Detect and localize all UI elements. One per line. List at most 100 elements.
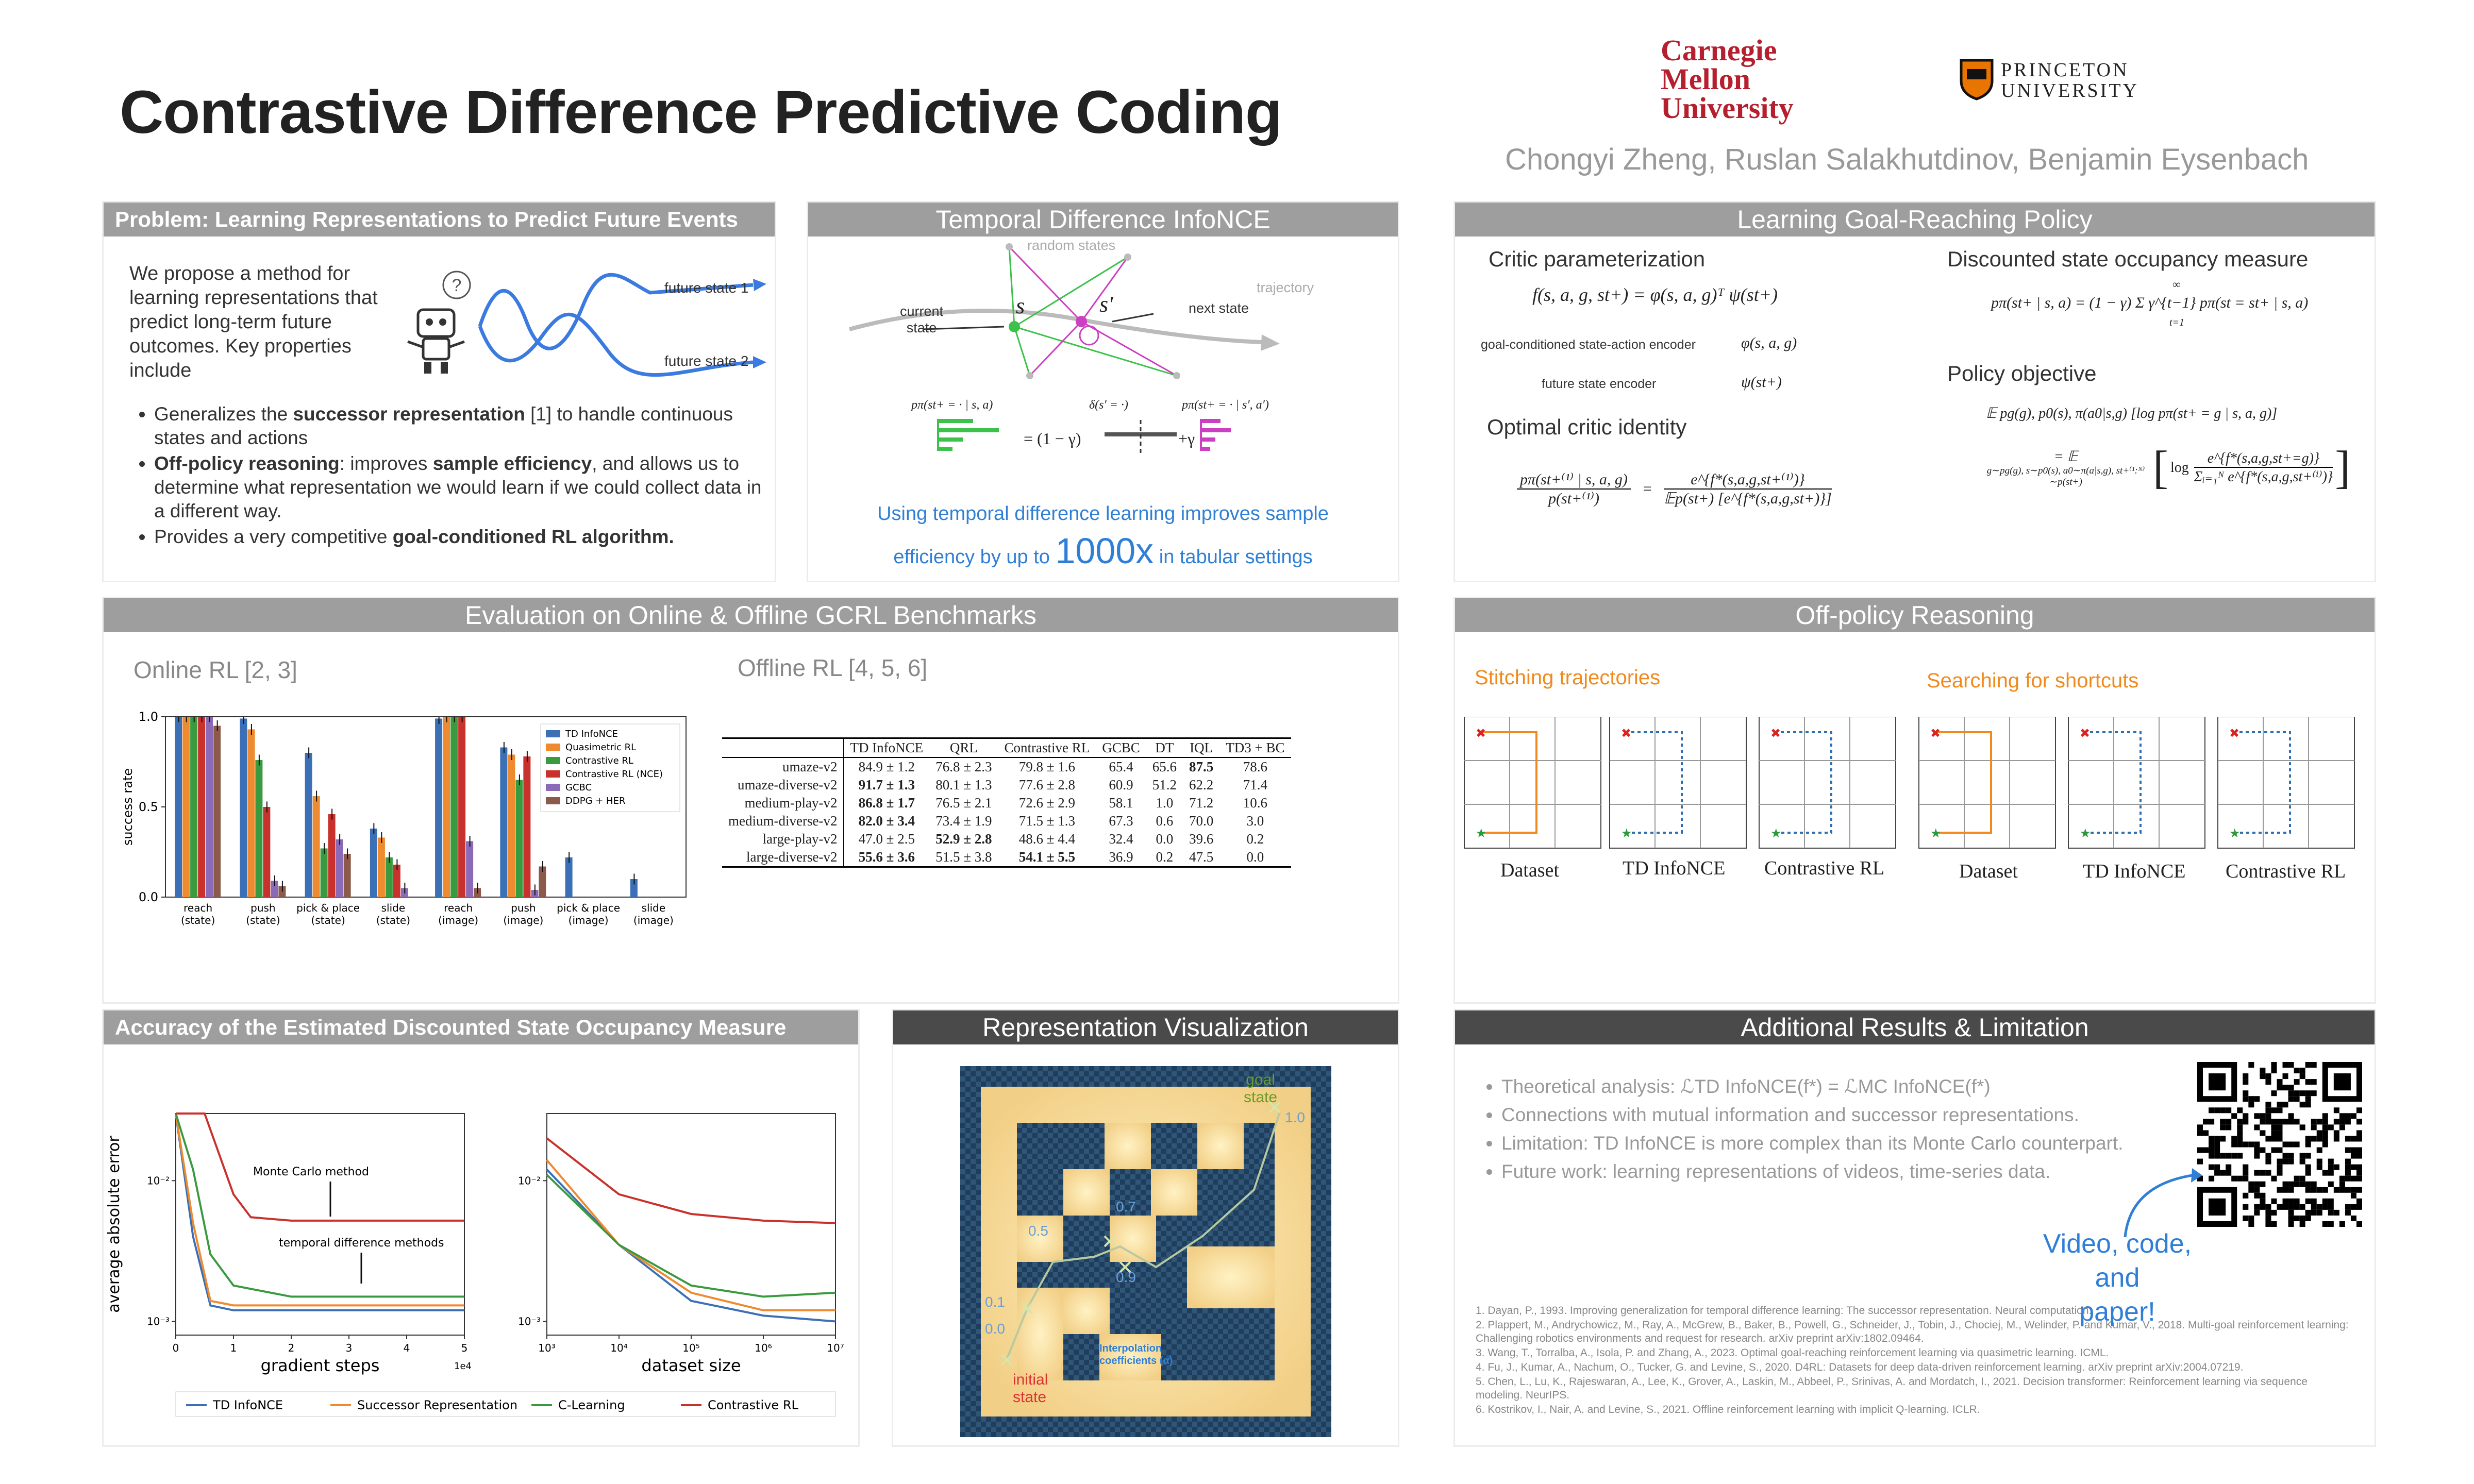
eq-left: pπ(st+ = · | s, a) bbox=[911, 398, 993, 412]
x-tick-label: pick & place bbox=[557, 902, 620, 914]
offline-label: Offline RL [4, 5, 6] bbox=[738, 654, 928, 681]
svg-text:★: ★ bbox=[1476, 826, 1487, 840]
table-cell: 1.0 bbox=[1156, 795, 1174, 811]
problem-intro: We propose a method for learning represe… bbox=[129, 263, 378, 381]
bullet-1: Generalizes the successor representation… bbox=[154, 402, 773, 450]
legend-label: C-Learning bbox=[558, 1398, 625, 1412]
x-tick-label: 0 bbox=[173, 1342, 179, 1354]
policy-eq-2: = 𝔼 g∼pg(g), s∼p0(s), a0∼π(a|s,g), st+⁽¹… bbox=[1986, 442, 2351, 493]
y-tick-label: 10⁻³ bbox=[147, 1316, 170, 1328]
bar-legend bbox=[540, 723, 680, 812]
table-header-cell: IQL bbox=[1183, 737, 1220, 758]
series-line bbox=[175, 1113, 464, 1307]
stitch-label: Stitching trajectories bbox=[1475, 666, 1661, 689]
repviz-panel: Representation Visualization bbox=[892, 1009, 1399, 1447]
dsom-label: Discounted state occupancy measure bbox=[1947, 247, 2309, 271]
x-axis-label: dataset size bbox=[641, 1356, 741, 1375]
series-line bbox=[546, 1169, 836, 1323]
table-row: large-diverse-v2 55.6 ± 3.6 51.5 ± 3.8 54.1… bbox=[722, 848, 1291, 868]
dsom-eq: pπ(st+ | s, a) = (1 − γ) Σ γ^{t−1} pπ(st… bbox=[1991, 294, 2309, 311]
line-legend bbox=[175, 1391, 836, 1417]
table-cell: 47.0 ± 2.5 bbox=[858, 831, 915, 847]
bar bbox=[190, 717, 198, 897]
series-line bbox=[546, 1159, 835, 1311]
bar bbox=[508, 754, 515, 897]
x-tick-label: (image) bbox=[633, 914, 674, 926]
y-tick-label: 0.5 bbox=[139, 800, 158, 814]
bar bbox=[500, 747, 508, 897]
table-cell: 73.4 ± 1.9 bbox=[935, 813, 992, 829]
repviz-header: Representation Visualization bbox=[893, 1010, 1398, 1044]
bar bbox=[328, 814, 336, 897]
legend-swatch bbox=[546, 744, 560, 751]
tdinfo-header: Temporal Difference InfoNCE bbox=[808, 203, 1398, 237]
qr-code[interactable] bbox=[2197, 1062, 2362, 1227]
enc2-label: future state encoder bbox=[1542, 377, 1657, 391]
line-plot-frame bbox=[175, 1113, 465, 1336]
svg-text:★: ★ bbox=[1621, 826, 1632, 840]
alpha-1-0: 1.0 bbox=[1285, 1109, 1305, 1125]
series-line bbox=[546, 1174, 836, 1298]
shortcut-label: Searching for shortcuts bbox=[1927, 669, 2139, 692]
bar bbox=[539, 866, 546, 897]
add-item-2: Connections with mutual information and … bbox=[1501, 1101, 2171, 1129]
table-cell: 55.6 ± 3.6 bbox=[843, 848, 930, 868]
table-cell: 71.4 bbox=[1243, 777, 1268, 792]
bar bbox=[320, 848, 328, 897]
table-cell: 80.1 ± 1.3 bbox=[935, 777, 992, 792]
svg-text:★: ★ bbox=[1770, 826, 1782, 840]
table-cell: large-diverse-v2 bbox=[722, 848, 844, 868]
x-tick-label: (image) bbox=[503, 914, 543, 926]
bar bbox=[377, 837, 385, 897]
offpolicy-grid: ✖★ bbox=[2068, 717, 2205, 849]
poster-title: Contrastive Difference Predictive Coding bbox=[120, 78, 1282, 146]
bar bbox=[198, 717, 206, 897]
bar bbox=[263, 807, 271, 897]
table-cell: 51.2 bbox=[1152, 777, 1177, 792]
dsom-sum-top: ∞ bbox=[2172, 278, 2181, 291]
table-cell: large-play-v2 bbox=[722, 830, 844, 848]
bar bbox=[630, 879, 638, 897]
annotation-mc: Monte Carlo method bbox=[253, 1166, 369, 1178]
goal-state-label: goal state bbox=[1244, 1071, 1278, 1106]
table-cell: 86.8 ± 1.7 bbox=[858, 795, 915, 811]
x-tick-label: 1 bbox=[230, 1342, 237, 1354]
bullet-3: Provides a very competitive goal-conditi… bbox=[154, 525, 773, 549]
y-tick-label: 1.0 bbox=[139, 710, 158, 724]
princeton-logo: PRINCETON UNIVERSITY bbox=[1959, 58, 2137, 104]
problem-bullets: Generalizes the successor representation… bbox=[128, 402, 773, 551]
table-cell: 32.4 bbox=[1109, 831, 1133, 847]
table-header-cell: TD3 + BC bbox=[1219, 737, 1291, 758]
offpolicy-panel: Off-policy Reasoning Stitching trajector… bbox=[1453, 597, 2376, 1004]
references: 1. Dayan, P., 1993. Improving generaliza… bbox=[1476, 1305, 2349, 1415]
bar bbox=[247, 729, 255, 897]
table-row: medium-diverse-v2 82.0 ± 3.4 73.4 ± 1.9 71.… bbox=[722, 812, 1291, 830]
svg-text:✖: ✖ bbox=[1770, 726, 1781, 740]
initial-state-label: initial state bbox=[1013, 1371, 1048, 1406]
alpha-0-9: 0.9 bbox=[1116, 1269, 1136, 1285]
arrow-icon bbox=[2124, 1168, 2202, 1238]
enc2: ψ(st+) bbox=[1741, 374, 1782, 391]
legend-label: TD InfoNCE bbox=[212, 1398, 283, 1412]
policy-eq-1: 𝔼 pg(g), p0(s), π(a0|s,g) [log pπ(st+ = … bbox=[1986, 406, 2278, 421]
bar bbox=[240, 718, 247, 897]
legend-swatch bbox=[546, 757, 560, 764]
x-tick-label: 10⁷ bbox=[827, 1342, 844, 1354]
problem-panel: Problem: Learning Representations to Pre… bbox=[102, 201, 776, 582]
td-diagram bbox=[848, 243, 1280, 379]
future-state-1: future state 1 bbox=[664, 280, 749, 296]
video-code-paper-link[interactable]: Video, code, and paper! bbox=[2043, 1229, 2192, 1327]
annotation-td: temporal difference methods bbox=[279, 1237, 444, 1250]
bar bbox=[175, 717, 182, 897]
bar bbox=[385, 857, 393, 897]
accuracy-line-charts: 10⁻² 10⁻³ 0 1 2 3 4 5 gradient steps 1e4 average a… bbox=[105, 1112, 844, 1417]
table-header-cell: QRL bbox=[929, 737, 998, 758]
bar bbox=[206, 717, 213, 897]
table-cell: 65.6 bbox=[1152, 759, 1177, 774]
table-cell: 62.2 bbox=[1189, 777, 1214, 792]
offpolicy-grid: ✖★ bbox=[1609, 717, 1747, 849]
legend-label: Contrastive RL bbox=[565, 755, 633, 766]
eq-right: pπ(st+ = · | s′, a′) bbox=[1182, 398, 1269, 412]
offpolicy-grid: ✖★ bbox=[2217, 717, 2355, 849]
